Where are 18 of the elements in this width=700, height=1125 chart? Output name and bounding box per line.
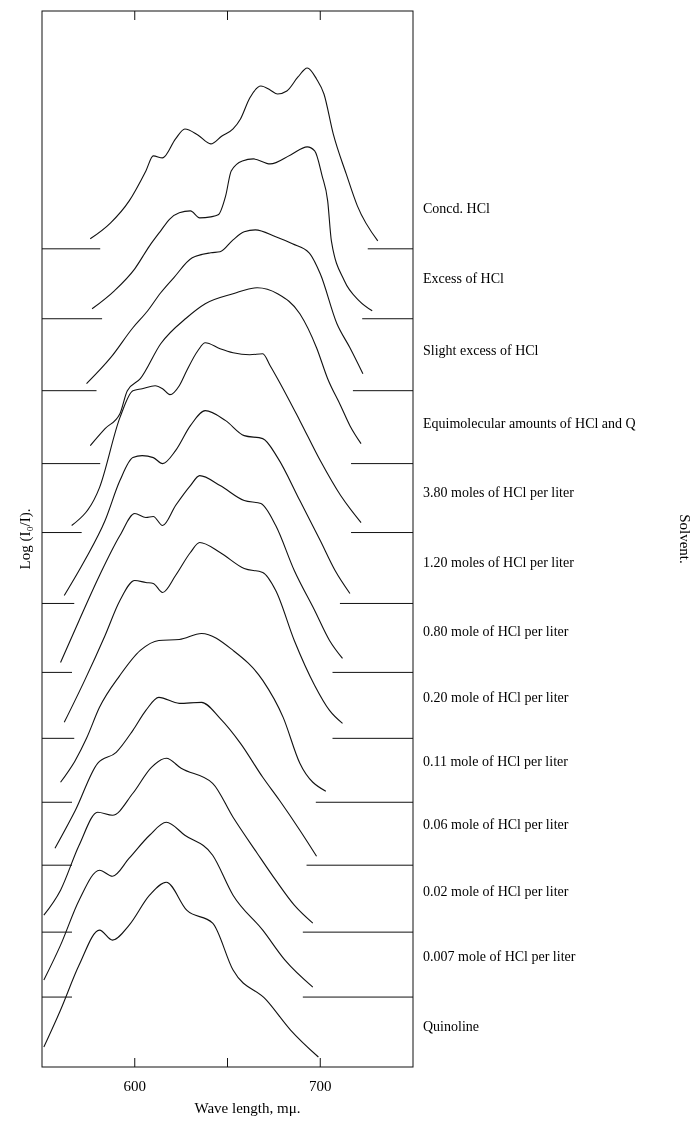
text: 0.80 mole of HCl per liter (423, 624, 569, 640)
x-axis-title: Wave length, mμ. (194, 1100, 301, 1116)
text: 0.11 mole of HCl per liter (423, 754, 569, 770)
text: Concd. HCl (423, 200, 490, 216)
text: 1.20 moles of HCl per liter (423, 555, 575, 571)
legend-title: Solvent. (677, 514, 693, 564)
y-axis-title: Log (I₀/I). (17, 508, 34, 570)
text: 0.06 mole of HCl per liter (423, 817, 569, 833)
text: 0.20 mole of HCl per liter (423, 690, 569, 706)
x-tick-label: 600 (123, 1078, 146, 1094)
text: 0.007 mole of HCl per liter (423, 949, 576, 965)
text: 0.02 mole of HCl per liter (423, 884, 569, 900)
text: Slight excess of HCl (423, 342, 539, 358)
text: Quinoline (423, 1019, 479, 1034)
text: 3.80 moles of HCl per liter (423, 484, 575, 500)
text: Excess of HCl (423, 270, 504, 286)
x-tick-label: 700 (309, 1078, 332, 1094)
text: Equimolecular amounts of HCl and Q (423, 415, 636, 431)
